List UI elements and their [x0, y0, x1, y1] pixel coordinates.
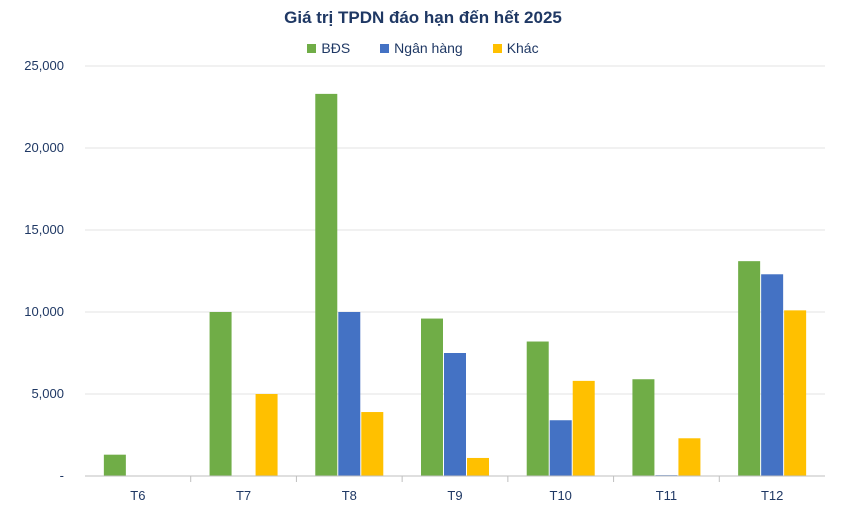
chart-title: Giá trị TPDN đáo hạn đến hết 2025: [284, 8, 562, 27]
legend-item-khac: Khác: [492, 40, 539, 56]
bar: [315, 93, 338, 476]
x-tick-label: T7: [236, 488, 251, 503]
y-tick-label: 20,000: [24, 140, 64, 155]
x-tick-label: T10: [550, 488, 572, 503]
y-tick-label: -: [60, 468, 64, 483]
bar: [632, 379, 655, 476]
y-tick-label: 25,000: [24, 58, 64, 73]
bar: [338, 312, 361, 476]
bar: [209, 312, 232, 476]
bar: [738, 261, 761, 476]
bars: [103, 93, 807, 476]
legend-label-bds: BĐS: [321, 40, 351, 56]
bar: [526, 341, 549, 476]
bar: [572, 380, 595, 476]
x-tick-label: T6: [130, 488, 145, 503]
x-tick-label: T11: [656, 488, 677, 503]
bar: [421, 318, 443, 476]
legend-swatch-bds: [307, 43, 317, 53]
bar: [467, 457, 489, 476]
x-tick-label: T12: [761, 488, 783, 503]
bar: [678, 438, 701, 476]
bar: [784, 310, 807, 476]
bar: [549, 420, 572, 476]
legend-item-bds: BĐS: [307, 40, 350, 56]
legend: BĐS Ngân hàng Khác: [0, 40, 846, 56]
legend-label-khac: Khác: [506, 40, 539, 56]
x-tick-label: T9: [447, 488, 462, 503]
bar: [444, 353, 466, 476]
x-tick-label: T8: [342, 488, 357, 503]
bar: [255, 394, 278, 476]
legend-label-ngan-hang: Ngân hàng: [394, 40, 463, 56]
y-tick-label: 10,000: [24, 304, 64, 319]
bar: [761, 274, 784, 476]
y-tick-label: 15,000: [24, 222, 64, 237]
axes: - 5,000 10,000 15,000 20,000 25,000 T6 T7 T8 T9 T1…: [24, 58, 825, 503]
bar: [103, 454, 126, 476]
legend-swatch-ngan-hang: [380, 43, 390, 53]
legend-swatch-khac: [492, 43, 502, 53]
bar: [361, 412, 384, 476]
grid-lines: [85, 65, 825, 395]
legend-item-ngan-hang: Ngân hàng: [380, 40, 463, 56]
y-tick-label: 5,000: [31, 386, 64, 401]
